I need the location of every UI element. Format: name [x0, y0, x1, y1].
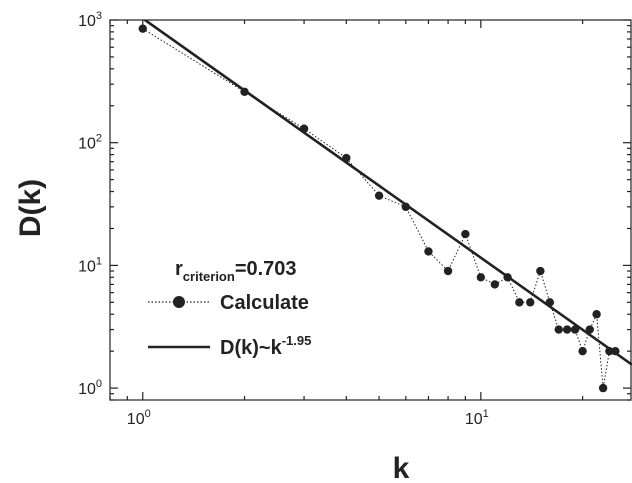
calculate-data-point [562, 325, 572, 334]
calculate-data-point [526, 298, 535, 307]
calculate-data-point [443, 266, 453, 276]
y-tick-label: 102 [78, 133, 102, 153]
legend-fit-label-exponent: -1.95 [282, 333, 312, 348]
legend: rcriterion=0.703 Calculate D(k)~k-1.95 [148, 258, 311, 359]
legend-fit-label: D(k)~k-1.95 [220, 333, 311, 359]
calculate-data-point [374, 191, 384, 200]
plot-border [109, 19, 632, 401]
y-tick-label: 103 [78, 10, 102, 30]
annotation-prefix: r [175, 258, 183, 280]
y-axis-title: D(k) [14, 179, 47, 237]
x-tick-label: 101 [465, 408, 489, 428]
calculate-data-point [401, 202, 411, 212]
calculate-data-point [138, 24, 147, 33]
calculate-data-point [515, 298, 524, 307]
calculate-data-point [578, 346, 587, 356]
calculate-data-point [605, 346, 614, 356]
y-axis-ticks: 100 101 102 103 [78, 10, 631, 401]
annotation-value: =0.703 [235, 258, 297, 280]
calculate-data-point [240, 87, 249, 96]
calculate-data-point [490, 280, 500, 289]
calculate-data-point [585, 325, 594, 334]
calculate-data-point [503, 273, 512, 282]
calculate-data-point [545, 298, 555, 307]
calculate-data-point [536, 266, 545, 276]
x-tick-label: 100 [127, 408, 151, 428]
x-axis-ticks: 100 101 [109, 20, 584, 428]
y-tick-label: 100 [78, 378, 102, 398]
legend-calculate-marker [173, 296, 185, 308]
calculate-series-line [142, 28, 616, 389]
r-criterion-annotation: rcriterion=0.703 [175, 258, 297, 284]
legend-fit-label-main: D(k)~k [220, 337, 283, 359]
legend-calculate-label: Calculate [220, 292, 309, 314]
calculate-data-point [570, 325, 580, 334]
fit-line [142, 20, 632, 366]
y-tick-label: 101 [78, 255, 102, 275]
plot-frame [109, 19, 632, 401]
calculate-data-point [554, 325, 563, 334]
annotation-subscript: criterion [183, 269, 235, 284]
x-axis-title: k [393, 452, 410, 483]
calculate-data-point [461, 229, 470, 239]
calculate-data-point [592, 310, 601, 319]
series-layer [138, 20, 632, 393]
calculate-data-point [424, 247, 433, 256]
calculate-data-point [611, 346, 620, 356]
calculate-data-point [476, 273, 486, 282]
calculate-data-point [342, 153, 351, 163]
calculate-data-point [598, 383, 608, 393]
calculate-data-point [299, 124, 309, 133]
